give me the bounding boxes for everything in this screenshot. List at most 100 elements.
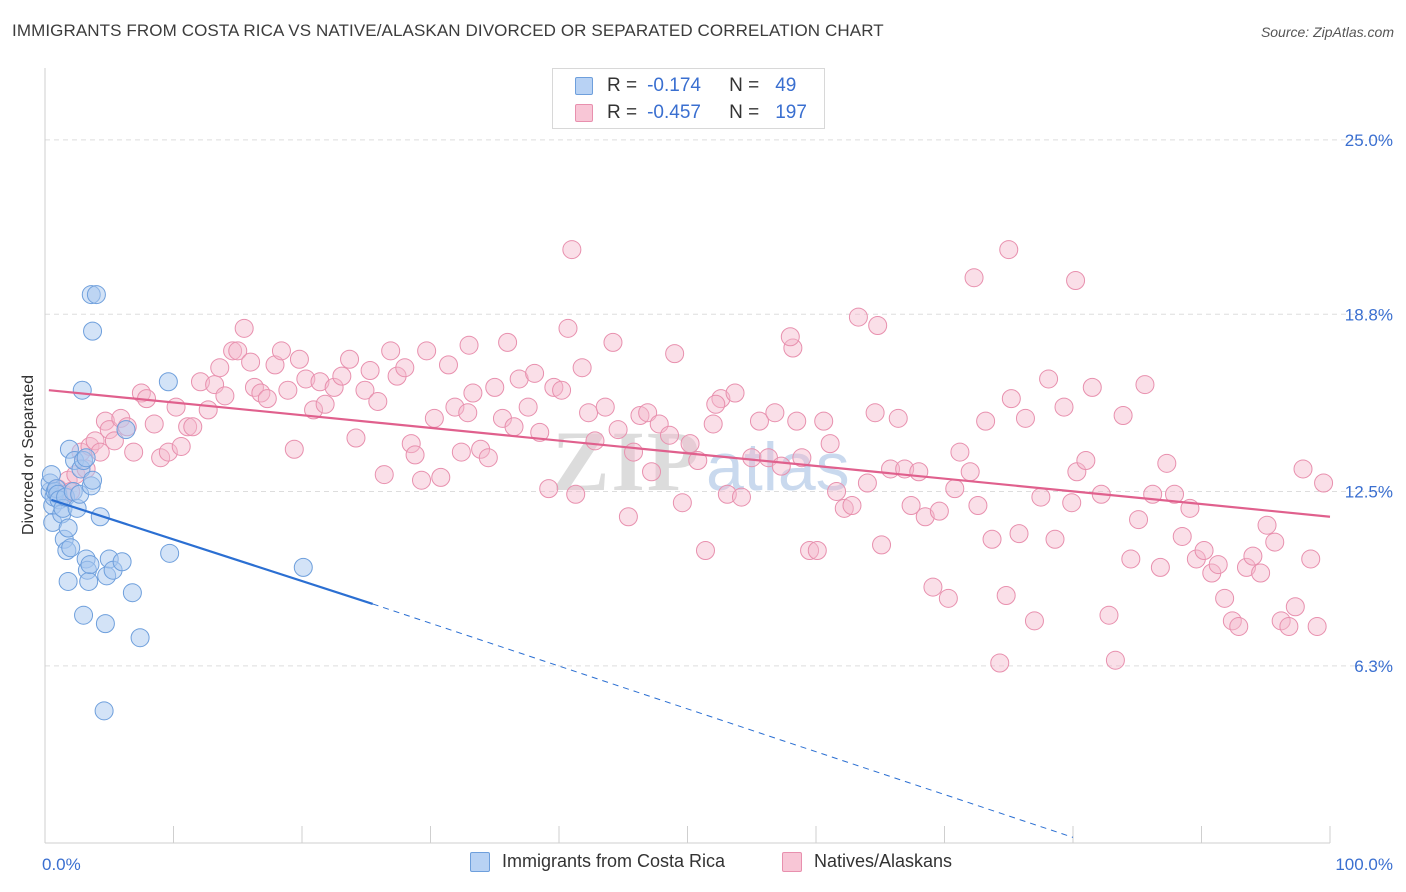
data-point-natives (478, 448, 498, 468)
data-point-natives (999, 240, 1019, 260)
data-point-natives (1229, 616, 1249, 636)
data-point-natives (215, 386, 235, 406)
data-point-natives (807, 541, 827, 560)
data-point-natives (814, 411, 834, 431)
data-point-natives (271, 341, 291, 361)
stats-row-costa-rica: R = -0.174 N = 49 (575, 74, 796, 98)
data-point-costa-rica (130, 628, 150, 648)
data-point-natives (1265, 532, 1285, 552)
costa-rica-points (40, 285, 313, 721)
data-point-natives (630, 406, 650, 425)
data-point-natives (1208, 555, 1228, 575)
natives-alaskans-points (48, 240, 1334, 673)
data-point-natives (1279, 616, 1299, 636)
data-point-natives (451, 442, 471, 462)
data-point-natives (85, 431, 105, 451)
legend-item-costa-rica[interactable]: Immigrants from Costa Rica (470, 851, 725, 872)
data-point-natives (395, 358, 415, 378)
y-tick-label: 12.5% (1345, 482, 1393, 501)
data-point-natives (525, 363, 545, 383)
data-point-natives (124, 442, 144, 462)
data-point-natives (1129, 510, 1149, 530)
watermark-zip: ZIP (552, 413, 701, 509)
data-point-natives (131, 383, 151, 403)
data-point-natives (445, 397, 465, 417)
data-point-natives (355, 380, 375, 400)
data-point-natives (183, 417, 203, 437)
trend-line-natives (48, 389, 1331, 518)
data-point-natives (820, 434, 840, 454)
data-point-natives (929, 501, 949, 521)
data-point-natives (1105, 650, 1125, 670)
y-tick-label: 6.3% (1354, 657, 1393, 676)
data-point-natives (257, 389, 277, 409)
data-point-natives (438, 355, 458, 375)
data-point-costa-rica (61, 538, 81, 558)
data-point-natives (1157, 453, 1177, 473)
data-point-natives (834, 498, 854, 518)
data-point-natives (1293, 459, 1313, 479)
data-point-natives (332, 366, 352, 386)
data-point-natives (711, 389, 731, 409)
data-point-natives (868, 316, 888, 335)
data-point-natives (210, 358, 230, 378)
data-point-natives (901, 496, 921, 515)
data-point-natives (1165, 484, 1185, 504)
data-point-natives (228, 341, 248, 361)
data-point-natives (368, 391, 388, 411)
data-point-costa-rica (112, 552, 132, 572)
data-point-natives (431, 467, 451, 487)
data-point-natives (872, 535, 892, 555)
data-point-natives (923, 577, 943, 597)
data-point-natives (171, 436, 191, 456)
data-point-natives (680, 434, 700, 454)
data-point-costa-rica (58, 571, 78, 591)
data-point-natives (717, 484, 737, 504)
data-point-natives (417, 341, 437, 361)
data-point-natives (151, 448, 171, 468)
data-point-natives (800, 541, 820, 560)
data-point-natives (1314, 473, 1334, 493)
data-point-natives (463, 383, 483, 403)
x-tick-label: 100.0% (1335, 855, 1393, 874)
data-point-natives (945, 479, 965, 499)
data-point-natives (412, 470, 432, 490)
chart-source: Source: ZipAtlas.com (1260, 24, 1394, 40)
legend-label: Immigrants from Costa Rica (502, 851, 726, 871)
data-point-natives (672, 493, 692, 513)
data-point-natives (340, 349, 360, 369)
data-point-natives (780, 327, 800, 347)
data-point-costa-rica (58, 518, 78, 538)
data-point-natives (558, 318, 578, 338)
data-point-natives (1054, 397, 1074, 417)
data-point-natives (1172, 526, 1192, 546)
data-point-natives (865, 403, 885, 423)
data-point-natives (223, 341, 243, 361)
chart-title: IMMIGRANTS FROM COSTA RICA VS NATIVE/ALA… (12, 21, 884, 40)
y-tick-label: 25.0% (1345, 131, 1393, 150)
data-point-costa-rica (95, 614, 115, 634)
data-point-natives (725, 383, 745, 403)
data-point-natives (1039, 369, 1059, 389)
data-point-costa-rica (86, 285, 106, 305)
data-point-natives (241, 352, 261, 372)
data-point-natives (783, 338, 803, 358)
data-point-natives (595, 397, 615, 417)
data-point-natives (888, 408, 908, 428)
data-point-natives (749, 411, 769, 431)
data-point-natives (731, 487, 751, 507)
data-point-natives (1001, 389, 1021, 409)
data-point-natives (459, 335, 479, 355)
data-point-costa-rica (94, 701, 114, 721)
legend-swatch-pink (575, 104, 593, 122)
data-point-natives (1243, 546, 1263, 566)
data-point-natives (346, 428, 366, 448)
legend-item-natives[interactable]: Natives/Alaskans (782, 851, 952, 872)
data-point-natives (405, 445, 425, 465)
trend-line-costa-rica-extension (372, 603, 1074, 838)
data-point-natives (504, 417, 524, 437)
r-value: -0.174 (647, 75, 701, 96)
stats-row-natives: R = -0.457 N = 197 (575, 101, 807, 125)
data-point-costa-rica (79, 571, 99, 591)
